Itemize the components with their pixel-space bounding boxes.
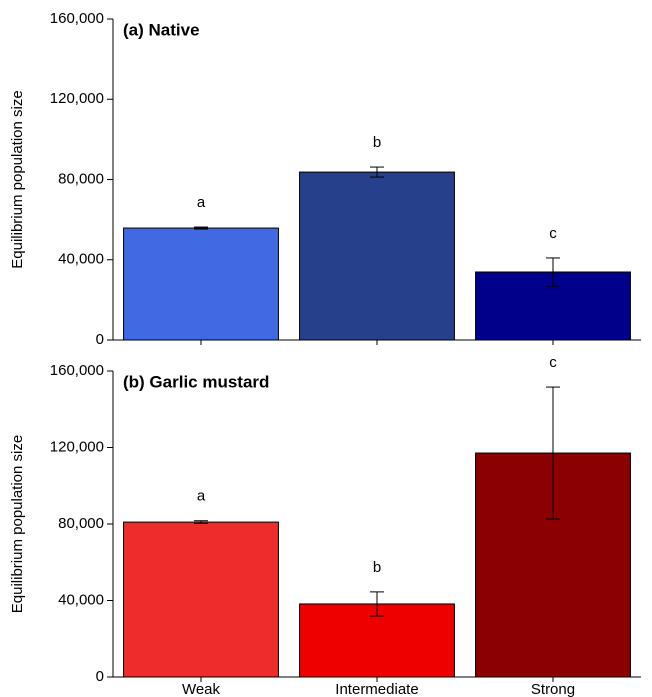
- y-axis-label: Equilibrium population size: [9, 90, 26, 268]
- y-axis-label: Equilibrium population size: [9, 435, 26, 613]
- x-tick-label: Strong: [531, 681, 575, 697]
- significance-letter: a: [197, 488, 206, 505]
- y-tick-label: 160,000: [50, 10, 104, 27]
- y-tick-label: 160,000: [50, 362, 104, 379]
- x-tick-label: Weak: [182, 681, 221, 697]
- error-bar: [194, 226, 208, 230]
- significance-letter: b: [373, 559, 381, 576]
- significance-letter: c: [549, 354, 557, 371]
- y-tick-label: 0: [96, 331, 104, 348]
- significance-letter: b: [373, 134, 381, 151]
- y-tick-label: 40,000: [58, 251, 104, 268]
- bar: [299, 171, 455, 341]
- error-bar: [370, 591, 384, 617]
- y-tick-label: 0: [96, 668, 104, 685]
- x-tick-label: Intermediate: [335, 681, 418, 697]
- error-bar: [194, 520, 208, 524]
- chart-title: (a) Native: [123, 20, 200, 39]
- y-tick-label: 80,000: [58, 170, 104, 187]
- y-tick-label: 120,000: [50, 438, 104, 455]
- significance-letter: a: [197, 194, 206, 211]
- error-bar: [546, 257, 560, 287]
- significance-letter: c: [549, 225, 557, 242]
- chart-title: (b) Garlic mustard: [123, 372, 269, 391]
- bar: [123, 227, 279, 341]
- error-bar: [370, 166, 384, 178]
- error-bar: [546, 386, 560, 520]
- y-tick-label: 120,000: [50, 90, 104, 107]
- bar: [123, 521, 279, 678]
- y-tick-label: 40,000: [58, 591, 104, 608]
- y-tick-label: 80,000: [58, 515, 104, 532]
